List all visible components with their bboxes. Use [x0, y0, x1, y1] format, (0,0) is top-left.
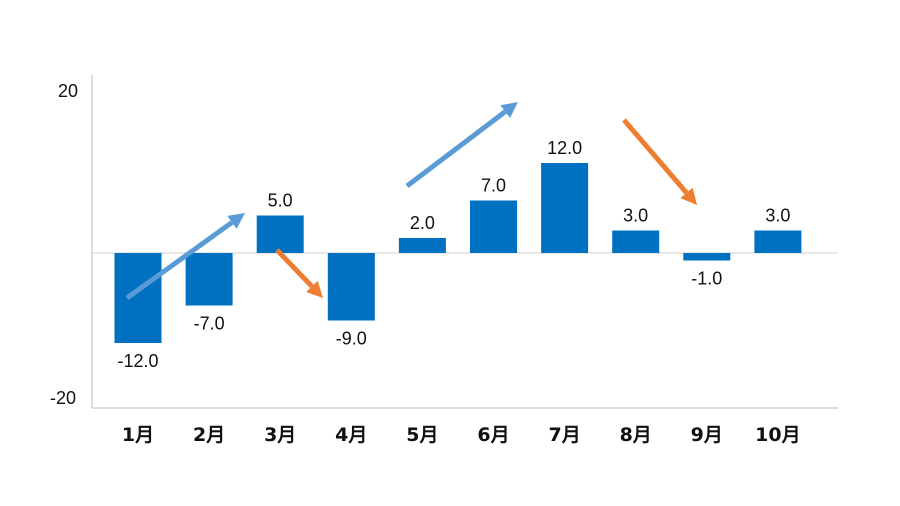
bar: [683, 253, 731, 261]
data-label: -1.0: [691, 269, 722, 289]
data-label: 2.0: [410, 213, 435, 233]
x-tick-label: 6月: [477, 424, 509, 446]
x-tick-label: 1月: [122, 424, 154, 446]
up-arrow-icon: [405, 102, 518, 188]
bar: [754, 230, 802, 253]
bar: [612, 230, 660, 253]
data-label: -12.0: [117, 351, 158, 371]
data-label: 3.0: [765, 206, 790, 226]
bar: [114, 253, 162, 343]
data-label: -9.0: [336, 329, 367, 349]
x-tick-label: 5月: [406, 424, 438, 446]
bar: [541, 163, 589, 253]
bar: [256, 215, 304, 253]
x-tick-label: 2月: [193, 424, 225, 446]
data-label: 3.0: [623, 206, 648, 226]
bar: [398, 238, 446, 253]
x-tick-label: 8月: [620, 424, 652, 446]
bar: [185, 253, 233, 306]
down-arrow-icon: [622, 118, 697, 205]
y-tick-label: 20: [58, 81, 78, 101]
data-label: 7.0: [481, 176, 506, 196]
x-tick-label: 9月: [691, 424, 723, 446]
y-tick-label: -20: [50, 388, 76, 408]
x-tick-label: 7月: [548, 424, 580, 446]
up-arrow-icon: [125, 213, 245, 301]
x-tick-label: 4月: [335, 424, 367, 446]
data-label: -7.0: [194, 314, 225, 334]
data-label: 5.0: [268, 191, 293, 211]
bar: [470, 200, 517, 253]
x-tick-label: 3月: [264, 424, 296, 446]
data-label: 12.0: [547, 138, 582, 158]
down-arrow-icon: [275, 248, 323, 298]
bar: [327, 253, 375, 321]
x-tick-label: 10月: [755, 424, 800, 446]
